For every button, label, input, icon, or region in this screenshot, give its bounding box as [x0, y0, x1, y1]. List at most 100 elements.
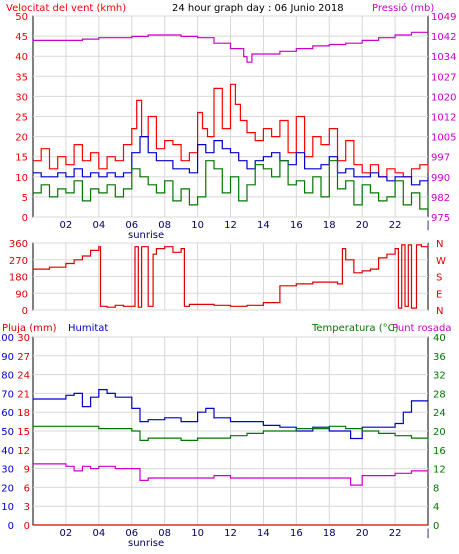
- humidity-tick-label: 30: [1, 465, 14, 476]
- wind_gust-line: [33, 83, 429, 178]
- rain-tick-label: 21: [17, 389, 30, 400]
- direction-tick-label: 90: [15, 289, 28, 300]
- pressure-axis-title: Pressió (mb): [372, 2, 434, 14]
- wind-tick-label: 25: [15, 113, 28, 124]
- x-tick-label: 02: [60, 528, 73, 539]
- rain-axis-title: Pluja (mm): [2, 323, 57, 334]
- temperature-tick-label: 0: [433, 521, 439, 532]
- pressure-tick-label: 1027: [431, 72, 456, 83]
- x-tick-label: 04: [92, 528, 105, 539]
- x-tick-label: 18: [323, 220, 336, 231]
- x-tick-label: 16: [290, 528, 303, 539]
- pressure-tick-label: 1012: [431, 113, 456, 124]
- temperature-line: [33, 425, 429, 443]
- compass-tick-label: W: [436, 256, 446, 267]
- pressure-tick-label: 990: [431, 173, 450, 184]
- humidity-tick-label: 40: [1, 446, 14, 457]
- compass-tick-label: N: [436, 306, 443, 317]
- sunrise-label: sunrise: [128, 538, 164, 549]
- compass-tick-label: N: [436, 239, 443, 250]
- x-tick-label: 08: [158, 528, 171, 539]
- temperature-tick-label: 24: [433, 408, 446, 419]
- wind-tick-label: 20: [15, 133, 28, 144]
- humidity-line: [33, 389, 428, 440]
- x-tick-label: 20: [356, 220, 369, 231]
- series-lines: [33, 31, 429, 526]
- temperature-tick-label: 12: [433, 465, 446, 476]
- wind-tick-label: 5: [22, 193, 28, 204]
- humidity-tick-label: 50: [1, 427, 14, 438]
- x-tick-label: 04: [92, 220, 105, 231]
- graph-title: 24 hour graph day : 06 Junio 2018: [172, 3, 344, 14]
- temperature-tick-label: 40: [433, 333, 446, 344]
- dew_point-line: [33, 463, 429, 486]
- humidity-tick-label: 90: [1, 352, 14, 363]
- compass-tick-label: E: [436, 289, 442, 300]
- temperature-tick-label: 20: [433, 427, 446, 438]
- humidity-tick-label: 20: [1, 483, 14, 494]
- direction-tick-label: 270: [9, 256, 28, 267]
- temperature-tick-label: 4: [433, 502, 439, 513]
- wind-tick-label: 10: [15, 173, 28, 184]
- x-tick-label: 06: [125, 220, 138, 231]
- wind-direction-line: [33, 244, 429, 309]
- humidity-tick-label: 0: [8, 521, 14, 532]
- x-tick-label: 14: [257, 528, 270, 539]
- temperature-tick-label: 8: [433, 483, 439, 494]
- x-tick-label: 22: [389, 220, 402, 231]
- pressure-tick-label: 982: [431, 193, 450, 204]
- rain-tick-label: 27: [17, 352, 30, 363]
- temperature-tick-label: 28: [433, 389, 446, 400]
- x-tick-label: 22: [389, 528, 402, 539]
- direction-tick-label: 360: [9, 239, 28, 250]
- temperature-axis-title: Temperatura (°C): [311, 323, 399, 334]
- wind_avg-line: [33, 136, 429, 186]
- rain-tick-label: 30: [17, 333, 30, 344]
- wind-tick-label: 35: [15, 72, 28, 83]
- rain-tick-label: 15: [17, 427, 30, 438]
- wind-axis-title: Velocitat del vent (kmh): [6, 3, 126, 14]
- pressure-line: [33, 31, 428, 63]
- sunrise-label: sunrise: [128, 230, 164, 241]
- rain-tick-label: 24: [17, 371, 30, 382]
- x-tick-label: 10: [191, 528, 204, 539]
- pressure-tick-label: 975: [431, 213, 450, 224]
- pressure-tick-label: 1020: [431, 92, 456, 103]
- pressure-tick-label: 1005: [431, 133, 456, 144]
- wind-tick-label: 45: [15, 32, 28, 43]
- humidity-tick-label: 10: [1, 502, 14, 513]
- temperature-tick-label: 36: [433, 352, 446, 363]
- wind-tick-label: 15: [15, 153, 28, 164]
- x-tick-label: 06: [125, 528, 138, 539]
- x-tick-label: 14: [257, 220, 270, 231]
- rain-tick-label: 18: [17, 408, 30, 419]
- wind-tick-label: 30: [15, 92, 28, 103]
- x-tick-label: 12: [224, 220, 237, 231]
- rain-tick-label: 3: [24, 502, 30, 513]
- wind_speed-line: [33, 160, 429, 210]
- direction-tick-label: 0: [22, 306, 28, 317]
- rain-tick-label: 6: [24, 483, 30, 494]
- pressure-tick-label: 1034: [431, 52, 456, 63]
- pressure-tick-label: 997: [431, 153, 450, 164]
- x-tick-label: 18: [323, 528, 336, 539]
- rain-tick-label: 12: [17, 446, 30, 457]
- pressure-tick-label: 1042: [431, 32, 456, 43]
- axis-labels: 02 04 06 08 10 12 14 16 18 20 22 |02 04 06 08 10 12 14 16 1…: [0, 12, 456, 539]
- temperature-tick-label: 16: [433, 446, 446, 457]
- compass-tick-label: S: [436, 273, 442, 284]
- x-tick-label: 08: [158, 220, 171, 231]
- dew-point-axis-title: Punt rosada: [392, 323, 451, 334]
- humidity-tick-label: 60: [1, 408, 14, 419]
- humidity-tick-label: 70: [1, 389, 14, 400]
- wind-tick-label: 40: [15, 52, 28, 63]
- wind-tick-label: 0: [22, 213, 28, 224]
- humidity-tick-label: 80: [1, 371, 14, 382]
- x-tick-label: 02: [60, 220, 73, 231]
- temperature-tick-label: 32: [433, 371, 446, 382]
- pressure-tick-label: 1049: [431, 12, 456, 23]
- direction-tick-label: 180: [9, 273, 28, 284]
- x-tick-label: |: [426, 528, 429, 539]
- x-tick-label: 20: [356, 528, 369, 539]
